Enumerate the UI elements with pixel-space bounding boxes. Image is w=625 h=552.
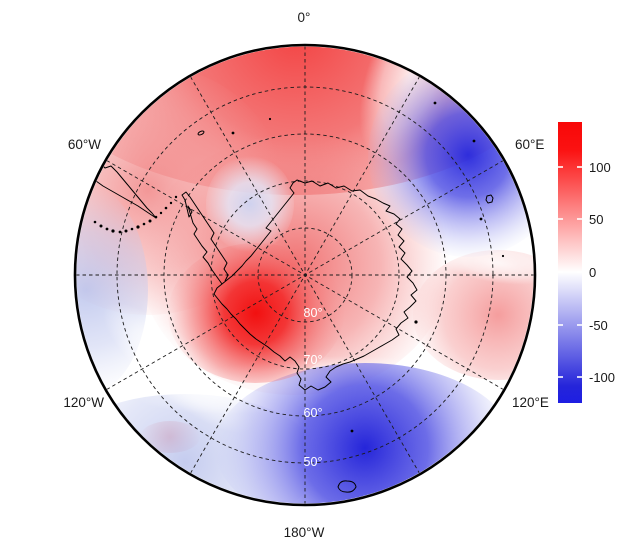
- meridian-label-60E: 60°E: [515, 137, 544, 152]
- islet: [472, 139, 476, 143]
- island-south-georgia: [197, 130, 205, 136]
- meridian-label-60W: 60°W: [68, 137, 101, 152]
- cool-anomaly-upper-right: [368, 53, 534, 257]
- colorbar-label-50: 50: [589, 212, 603, 227]
- cool-patch-peninsula: [206, 156, 294, 252]
- islet: [350, 429, 354, 433]
- islet: [479, 217, 483, 221]
- islet: [111, 229, 115, 233]
- islet: [169, 201, 173, 205]
- islet: [118, 230, 122, 234]
- graticule: [76, 46, 534, 504]
- islet: [174, 195, 178, 199]
- islet: [136, 225, 140, 229]
- coastline-antarctic-peninsula: [181, 191, 229, 285]
- coastline-patagonia: [85, 159, 157, 219]
- islet: [433, 101, 437, 105]
- meridian-label-120E: 120°E: [512, 395, 549, 410]
- latitude-label-60: 60°: [304, 406, 323, 420]
- meridian-150: [190, 76, 420, 474]
- cool-anomaly-bottom: [215, 363, 515, 504]
- colorbar: 100 50 0 -50 -100: [558, 122, 615, 403]
- coastlines: [85, 130, 494, 493]
- islet: [159, 211, 163, 215]
- meridian-labels: 0° 60°E 120°E 180°W 120°W 60°W: [63, 10, 549, 540]
- anomaly-color-field: [76, 46, 534, 504]
- coastline-antarctica-body: [213, 179, 418, 391]
- colorbar-label-m50: -50: [589, 318, 608, 333]
- colorbar-label-m100: -100: [589, 370, 615, 385]
- colorbar-gradient: [558, 122, 582, 403]
- islet: [130, 227, 134, 231]
- latitude-label-50: 50°: [304, 455, 323, 469]
- cool-anomaly-left-edge: [76, 185, 148, 395]
- small-islands: [93, 101, 505, 433]
- islet: [164, 206, 168, 210]
- latitude-label-80: 80°: [304, 306, 323, 320]
- islet: [93, 220, 97, 224]
- zero-line-band-left: [102, 302, 254, 434]
- colorbar-label-100: 100: [589, 160, 611, 175]
- meridian-label-120W: 120°W: [63, 395, 104, 410]
- island-kerguelen: [485, 194, 494, 204]
- colorbar-label-0: 0: [589, 265, 596, 280]
- islet: [501, 254, 505, 258]
- meridian-label-180W: 180°W: [284, 525, 325, 540]
- islet: [148, 219, 152, 223]
- colorbar-ticks: [558, 166, 582, 378]
- islet: [268, 117, 272, 121]
- islet: [231, 131, 235, 135]
- islet: [414, 320, 418, 324]
- island-tasmania: [337, 480, 357, 493]
- colorbar-tick-labels: 100 50 0 -50 -100: [589, 160, 615, 385]
- islet: [124, 229, 128, 233]
- warm-anomaly-right: [413, 250, 534, 380]
- islet: [154, 215, 158, 219]
- parallel-70S: [210, 180, 400, 370]
- islet: [142, 222, 146, 226]
- islet: [99, 224, 103, 228]
- islet: [105, 227, 109, 231]
- latitude-labels: 80° 70° 60° 50°: [304, 306, 323, 469]
- map-boundary-circle: [73, 43, 537, 507]
- meridian-label-0: 0°: [298, 10, 311, 25]
- latitude-label-70: 70°: [304, 353, 323, 367]
